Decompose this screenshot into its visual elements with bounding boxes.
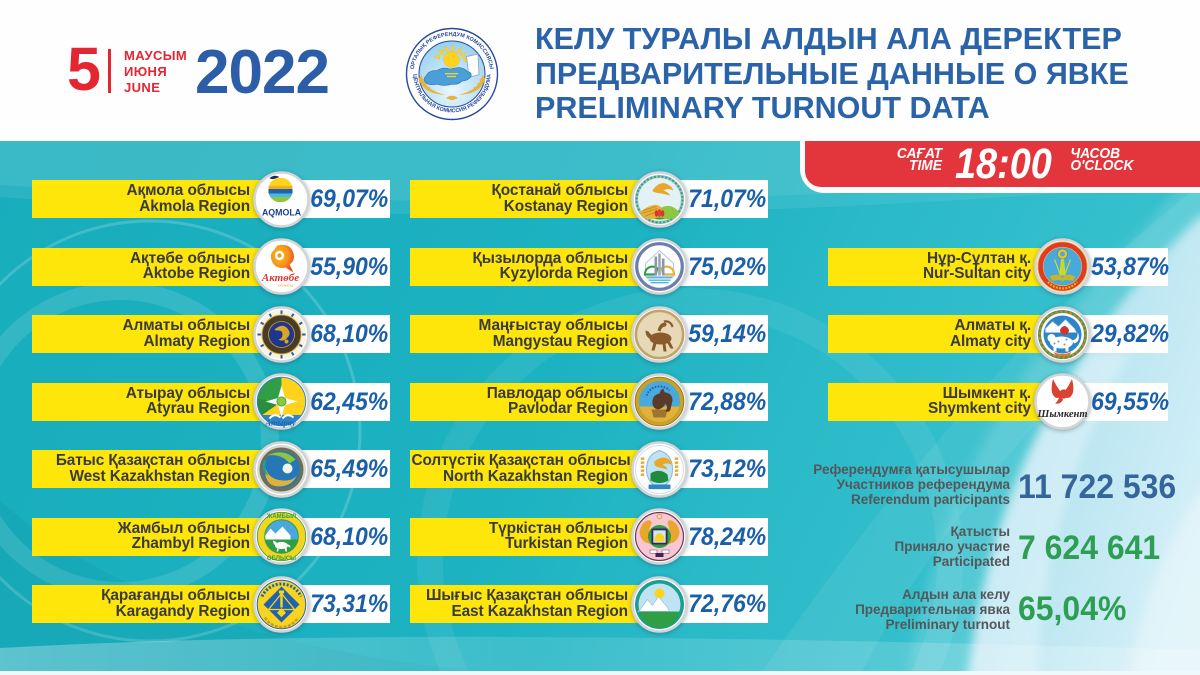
svg-text:Шымкент: Шымкент — [1036, 409, 1087, 420]
svg-text:ОБЛЫСЫ: ОБЛЫСЫ — [266, 556, 295, 562]
svg-text:AQMOLA: AQMOLA — [261, 207, 301, 217]
svg-text:облысы: облысы — [278, 283, 293, 288]
svg-text:ЖАМБЫЛ: ЖАМБЫЛ — [265, 514, 295, 520]
svg-text:Атырау: Атырау — [264, 418, 296, 428]
svg-text:Актөбе: Актөбе — [260, 272, 298, 284]
